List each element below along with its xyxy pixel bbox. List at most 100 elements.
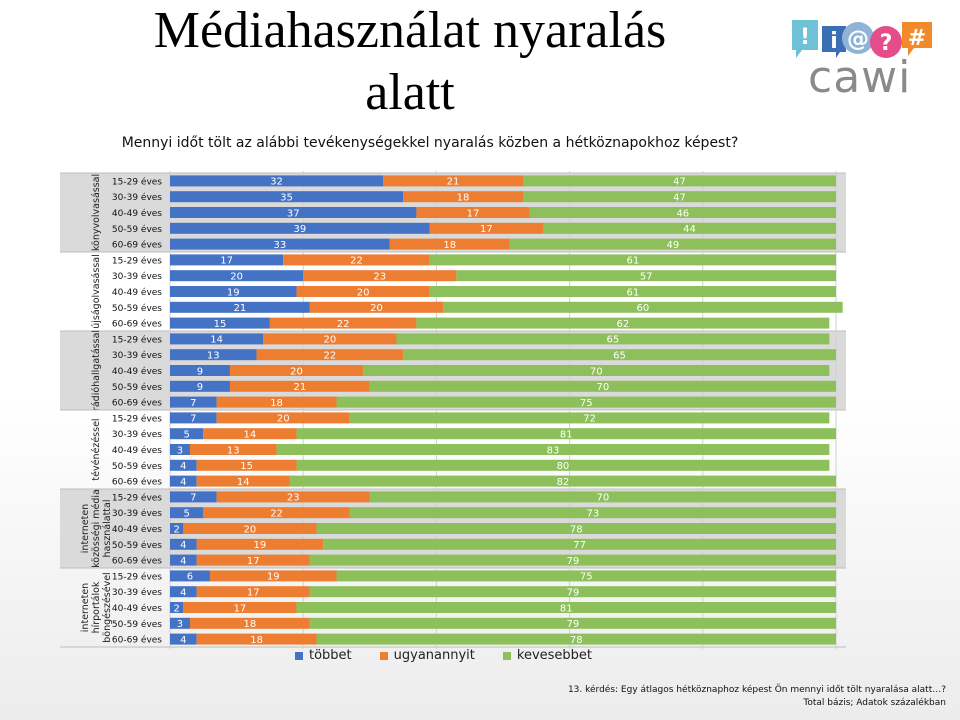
bar-segment: [170, 301, 310, 313]
bar-segment: [170, 191, 404, 203]
data-label: 22: [270, 509, 283, 520]
bar-segment: [403, 349, 836, 361]
data-label: 4: [180, 477, 186, 488]
row-label: 15-29 éves: [112, 571, 162, 582]
data-label: 3: [177, 619, 183, 630]
data-label: 32: [270, 177, 283, 188]
row-label: 15-29 éves: [112, 255, 162, 266]
data-label: 4: [180, 588, 186, 599]
data-label: 20: [244, 524, 257, 535]
row-label: 50-59 éves: [112, 303, 162, 314]
data-label: 14: [210, 335, 223, 346]
bar-segment: [170, 317, 270, 329]
bar-segment: [263, 333, 397, 345]
data-label: 23: [373, 272, 386, 283]
bar-segment: [170, 349, 257, 361]
data-label: 19: [227, 287, 240, 298]
bar-segment: [389, 238, 510, 250]
data-label: 79: [567, 588, 580, 599]
legend-label-tobbet: többet: [309, 648, 352, 663]
bar-segment: [383, 175, 523, 187]
bar-segment: [183, 523, 317, 534]
logo-text: cawi: [808, 52, 912, 103]
row-label: 50-59 éves: [112, 461, 162, 472]
group-label: internetenközösségi médiahasználattal: [80, 489, 113, 568]
bar-segment: [309, 586, 836, 598]
data-label: 18: [270, 398, 283, 409]
data-label: 20: [277, 414, 290, 425]
row-label: 15-29 éves: [112, 413, 162, 424]
chart-legend: többet ugyanannyit kevesebbet: [295, 648, 592, 663]
legend-label-ugyanannyit: ugyanannyit: [393, 648, 475, 663]
data-label: 35: [280, 193, 293, 204]
row-label: 30-39 éves: [112, 429, 162, 440]
bar-segment: [429, 254, 836, 266]
row-label: 15-29 éves: [112, 492, 162, 503]
bar-segment: [170, 491, 217, 503]
row-label: 40-49 éves: [112, 524, 162, 535]
data-label: 17: [234, 603, 247, 614]
bar-segment: [256, 349, 404, 361]
data-label: 23: [287, 493, 300, 504]
group-label-line: interneten: [80, 504, 91, 553]
bar-segment: [203, 507, 350, 519]
bar-segment: [542, 222, 836, 234]
data-label: 33: [274, 240, 287, 251]
bar-segment: [196, 475, 290, 487]
bar-segment: [369, 491, 836, 503]
data-label: 39: [294, 224, 307, 235]
data-label: 21: [294, 382, 307, 393]
bar-segment: [170, 380, 230, 392]
data-label: 22: [337, 319, 350, 330]
data-label: 20: [290, 366, 303, 377]
data-label: 19: [254, 540, 267, 551]
row-label: 30-39 éves: [112, 192, 162, 203]
bar-segment: [396, 333, 830, 345]
bar-segment: [170, 475, 197, 487]
bar-segment: [170, 175, 384, 187]
data-label: 49: [666, 240, 679, 251]
data-label: 72: [583, 414, 596, 425]
bar-segment: [170, 633, 197, 645]
data-label: 3: [177, 445, 183, 456]
bar-segment: [323, 538, 836, 550]
data-label: 65: [607, 335, 620, 346]
row-label: 30-39 éves: [112, 271, 162, 282]
data-label: 13: [207, 351, 220, 362]
data-label: 13: [227, 445, 240, 456]
bar-segment: [316, 633, 836, 645]
group-label-line: hírportálok: [91, 581, 102, 633]
bar-segment: [170, 365, 230, 376]
legend-swatch-ugyanannyit: [379, 651, 388, 660]
data-label: 80: [557, 461, 570, 472]
bar-segment: [283, 254, 430, 266]
row-label: 40-49 éves: [112, 603, 162, 614]
data-label: 60: [636, 303, 649, 314]
footnote-question: 13. kérdés: Egy átlagos hétköznaphoz kép…: [567, 685, 946, 695]
data-label: 18: [250, 635, 263, 646]
chart-subtitle: Mennyi időt tölt az alábbi tevékenységek…: [121, 135, 739, 151]
data-label: 61: [627, 287, 640, 298]
data-label: 46: [676, 208, 689, 219]
data-label: 18: [244, 619, 257, 630]
bar-segment: [349, 507, 836, 519]
data-label: 78: [570, 524, 583, 535]
bar-segment: [216, 396, 337, 408]
data-label: 79: [567, 619, 580, 630]
bar-segment: [509, 238, 836, 250]
data-label: 6: [187, 572, 193, 583]
bar-segment: [203, 428, 297, 440]
bar-segment: [336, 396, 836, 408]
svg-text:!: !: [800, 25, 810, 50]
data-label: 19: [267, 572, 280, 583]
bar-segment: [296, 459, 830, 471]
group-label: internetenhírportálokböngészésével: [80, 572, 113, 642]
svg-text:@: @: [847, 27, 869, 52]
data-label: 70: [597, 382, 610, 393]
data-label: 4: [180, 540, 186, 551]
row-label: 60-69 éves: [112, 556, 162, 567]
bar-segment: [363, 365, 830, 376]
bar-segment: [170, 617, 190, 629]
data-label: 5: [183, 430, 189, 441]
group-label-line: rádióhallgatással: [91, 330, 102, 411]
